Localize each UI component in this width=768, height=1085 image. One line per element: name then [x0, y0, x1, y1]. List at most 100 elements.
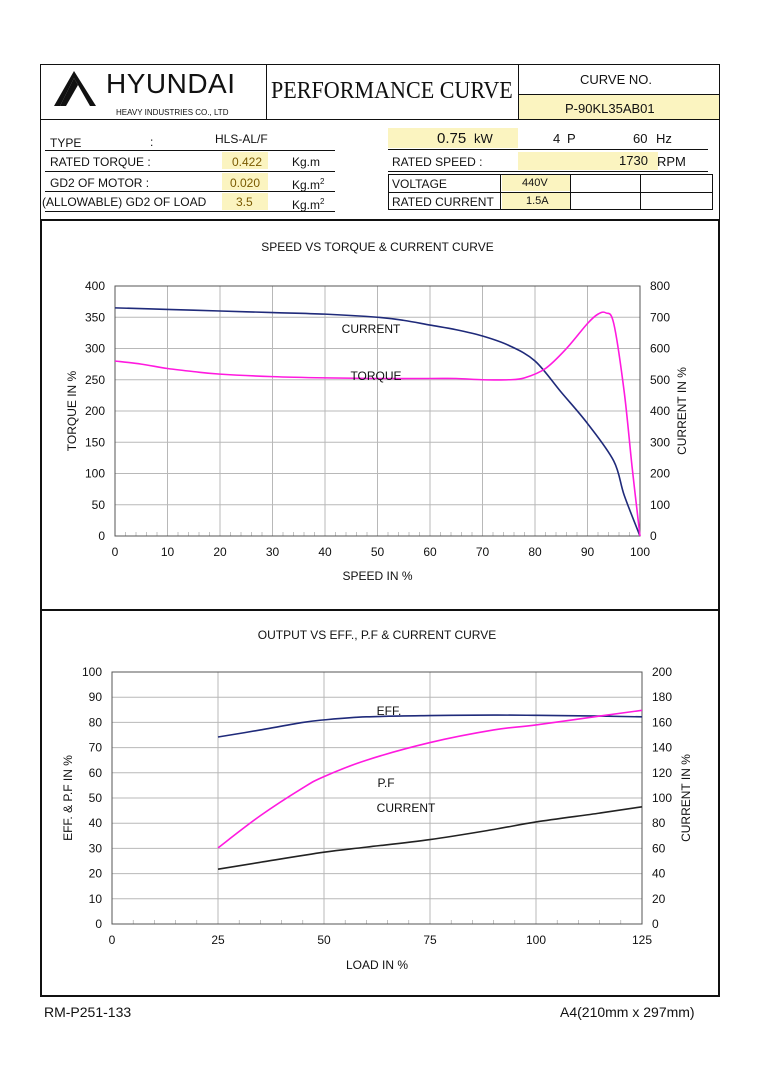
x-tick-label: 125 — [632, 933, 652, 947]
footer-doc-code: RM-P251-133 — [44, 1004, 132, 1020]
x-tick-label: 100 — [630, 545, 650, 559]
y2-tick-label: 300 — [650, 435, 670, 449]
series-line-torque — [114, 311, 641, 537]
power-highlight — [388, 128, 518, 148]
y2-tick-label: 20 — [652, 892, 666, 906]
y2-tick-label: 800 — [650, 279, 670, 293]
type-label: TYPE — [50, 136, 82, 150]
series-line-pf — [217, 709, 643, 849]
gd2-load-value: 3.5 — [236, 195, 253, 209]
series-annotation-label: P.F — [377, 776, 394, 790]
gd2-motor-highlight — [222, 173, 268, 190]
gd2-load-highlight — [222, 193, 268, 210]
series-annotation-label: CURRENT — [342, 322, 401, 336]
y-tick-label: 100 — [82, 665, 102, 679]
gd2-unit-base: Kg.m — [292, 178, 321, 192]
rated-speed-unit: RPM — [657, 154, 686, 169]
x-tick-label: 90 — [581, 545, 595, 559]
rated-current-value: 1.5A — [526, 195, 549, 207]
y2-tick-label: 500 — [650, 373, 670, 387]
hyundai-logo-icon — [54, 71, 96, 106]
x-tick-label: 100 — [526, 933, 546, 947]
type-colon: : — [150, 135, 154, 149]
voltage-highlight — [502, 175, 570, 191]
x-axis-label: LOAD IN % — [346, 958, 408, 972]
gd2-motor-value: 0.020 — [230, 176, 261, 190]
y2-tick-label: 40 — [652, 867, 666, 881]
y-tick-label: 400 — [85, 279, 105, 293]
power-value: 0.75 — [437, 130, 467, 147]
x-tick-label: 30 — [266, 545, 280, 559]
company-subtitle: HEAVY INDUSTRIES CO., LTD — [116, 108, 229, 117]
y2-tick-label: 100 — [652, 791, 672, 805]
y-tick-label: 350 — [85, 310, 105, 324]
voltage-value: 440V — [522, 177, 548, 189]
series-line-current — [217, 806, 643, 870]
series-annotation-label: EFF. — [377, 704, 402, 718]
document-title: PERFORMANCE CURVE — [271, 78, 513, 104]
company-name: HYUNDAI — [106, 68, 236, 99]
x-tick-label: 20 — [213, 545, 227, 559]
gd2-motor-unit: Kg.m2 — [292, 177, 324, 192]
y-tick-label: 20 — [89, 867, 103, 881]
rated-current-label: RATED CURRENT — [392, 195, 494, 209]
x-tick-label: 75 — [423, 933, 437, 947]
series-line-current — [114, 307, 641, 537]
series-line-eff — [217, 714, 643, 738]
y2-tick-label: 0 — [652, 917, 659, 931]
rated-speed-highlight — [518, 152, 658, 170]
chart-title: OUTPUT VS EFF., P.F & CURRENT CURVE — [258, 628, 497, 642]
y-axis-label: EFF. & P.F IN % — [61, 755, 75, 841]
y-tick-label: 100 — [85, 467, 105, 481]
x-tick-label: 0 — [109, 933, 116, 947]
x-tick-label: 40 — [318, 545, 332, 559]
rated-torque-value: 0.422 — [232, 155, 263, 169]
chart-title: SPEED VS TORQUE & CURRENT CURVE — [261, 240, 494, 254]
voltage-label: VOLTAGE — [392, 177, 447, 191]
rated-torque-unit: Kg.m — [292, 155, 321, 169]
y2-tick-label: 600 — [650, 342, 670, 356]
poles-unit: P — [567, 131, 576, 146]
x-axis-label: SPEED IN % — [342, 569, 412, 583]
y-tick-label: 0 — [95, 917, 102, 931]
x-tick-label: 25 — [211, 933, 225, 947]
y-tick-label: 90 — [89, 690, 103, 704]
y-tick-label: 60 — [89, 766, 103, 780]
gd2-unit-sup: 2 — [320, 177, 325, 186]
chart-frame-2 — [40, 609, 720, 997]
gd2-load-unit-base: Kg.m — [292, 198, 321, 212]
gd2-load-unit: Kg.m2 — [292, 197, 324, 212]
plot-border — [111, 671, 643, 925]
rated-speed-value: 1730 — [619, 153, 648, 168]
x-tick-label: 0 — [112, 545, 119, 559]
rated-speed-label: RATED SPEED : — [392, 155, 483, 169]
y-tick-label: 250 — [85, 373, 105, 387]
y2-tick-label: 120 — [652, 766, 672, 780]
footer-paper-size: A4(210mm x 297mm) — [560, 1004, 695, 1020]
y-tick-label: 40 — [89, 816, 103, 830]
series-annotation-label: TORQUE — [350, 369, 401, 383]
y-tick-label: 80 — [89, 715, 103, 729]
plot-border — [114, 285, 641, 537]
y2-tick-label: 400 — [650, 404, 670, 418]
y-axis-label: TORQUE IN % — [65, 370, 79, 451]
series-annotation-label: CURRENT — [377, 801, 436, 815]
y2-tick-label: 160 — [652, 715, 672, 729]
y-tick-label: 50 — [92, 498, 106, 512]
y-tick-label: 0 — [98, 529, 105, 543]
y-tick-label: 10 — [89, 892, 103, 906]
freq-unit: Hz — [656, 131, 672, 146]
poles-value: 4 — [553, 131, 561, 146]
y2-tick-label: 700 — [650, 310, 670, 324]
type-value: HLS-AL/F — [215, 132, 268, 146]
y-tick-label: 200 — [85, 404, 105, 418]
x-tick-label: 10 — [161, 545, 175, 559]
y2-axis-label: CURRENT IN % — [675, 367, 689, 455]
header-frame — [40, 64, 720, 120]
y2-tick-label: 0 — [650, 529, 657, 543]
x-tick-label: 80 — [528, 545, 542, 559]
x-tick-label: 50 — [371, 545, 385, 559]
curve-no-label: CURVE NO. — [580, 72, 652, 87]
y2-tick-label: 80 — [652, 816, 666, 830]
